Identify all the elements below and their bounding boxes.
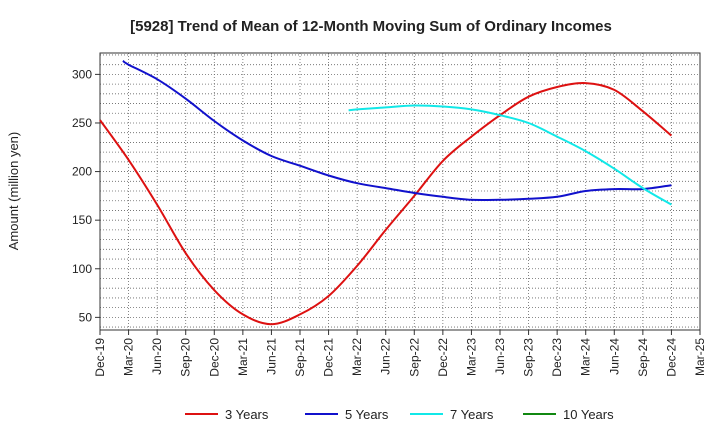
x-tick-label: Jun-21	[264, 338, 278, 375]
legend-label-10-years: 10 Years	[563, 407, 614, 422]
x-tick-label: Mar-24	[579, 338, 593, 376]
x-tick-label: Sep-21	[293, 338, 307, 377]
y-tick-label: 100	[72, 262, 92, 276]
x-tick-label: Sep-23	[522, 338, 536, 377]
x-tick-label: Mar-21	[236, 338, 250, 376]
x-tick-label: Dec-21	[322, 338, 336, 377]
legend: 3 Years 5 Years 7 Years 10 Years	[185, 407, 614, 422]
plot-frame	[99, 52, 701, 331]
x-tick-label: Sep-24	[636, 338, 650, 377]
chart-title: [5928] Trend of Mean of 12-Month Moving …	[130, 18, 612, 35]
x-tick-label: Dec-24	[664, 338, 678, 377]
y-axis-label: Amount (million yen)	[6, 132, 21, 251]
series-line-5-years	[122, 59, 672, 202]
x-tick-label: Sep-20	[179, 338, 193, 377]
x-tick-label: Mar-25	[693, 338, 707, 376]
y-tick-label: 300	[72, 67, 92, 81]
y-tick-label: 150	[72, 213, 92, 227]
series-line-7-years	[348, 104, 672, 206]
x-tick-label: Dec-19	[93, 338, 107, 377]
y-ticks: 50 100 150 200 250 300	[72, 67, 100, 324]
x-tick-label: Jun-22	[379, 338, 393, 375]
legend-label-5-years: 5 Years	[345, 407, 389, 422]
x-tick-label: Jun-20	[150, 338, 164, 375]
legend-label-7-years: 7 Years	[450, 407, 494, 422]
grid	[100, 53, 700, 330]
x-ticks: Dec-19 Mar-20 Jun-20 Sep-20 Dec-20 Mar-21 Jun-…	[93, 330, 707, 377]
x-tick-label: Jun-24	[607, 338, 621, 375]
legend-label-3-years: 3 Years	[225, 407, 269, 422]
y-tick-label: 250	[72, 116, 92, 130]
y-tick-label: 50	[79, 310, 93, 324]
plot-area	[99, 52, 701, 331]
x-tick-label: Dec-22	[436, 338, 450, 377]
x-tick-label: Dec-20	[207, 338, 221, 377]
x-tick-label: Jun-23	[493, 338, 507, 375]
x-tick-label: Sep-22	[407, 338, 421, 377]
x-tick-label: Mar-20	[122, 338, 136, 376]
x-tick-label: Dec-23	[550, 338, 564, 377]
x-tick-label: Mar-23	[464, 338, 478, 376]
series-line-3-years	[99, 82, 673, 326]
series-layer	[99, 59, 673, 326]
x-tick-label: Mar-22	[350, 338, 364, 376]
y-tick-label: 200	[72, 165, 92, 179]
